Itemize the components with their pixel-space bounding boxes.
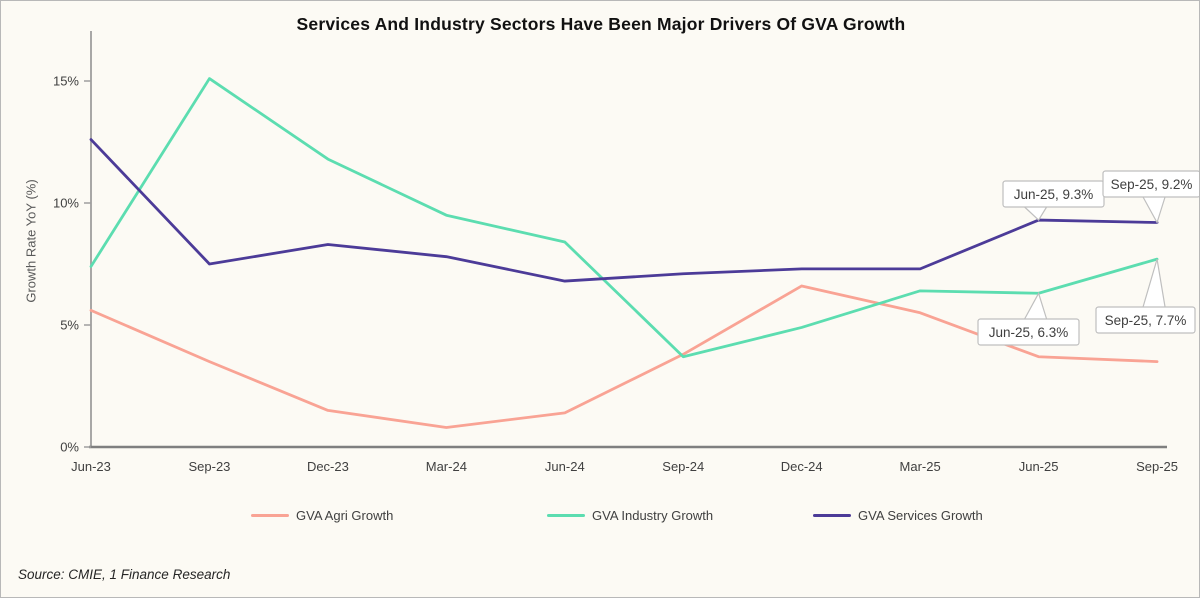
y-tick-label: 0% <box>60 440 79 455</box>
chart-title: Services And Industry Sectors Have Been … <box>296 14 906 34</box>
x-axis-label: Jun-25 <box>1019 459 1059 474</box>
x-axis-label: Mar-25 <box>900 459 941 474</box>
legend-label-agri: GVA Agri Growth <box>296 508 394 523</box>
annotation-label: Jun-25, 6.3% <box>989 325 1069 340</box>
legend-swatch-agri <box>251 514 289 517</box>
series-line-gva-industry-growth <box>89 77 1159 359</box>
legend-item-industry: GVA Industry Growth <box>547 508 713 523</box>
annotation-box <box>1095 306 1196 334</box>
x-axis-label: Dec-23 <box>307 459 349 474</box>
annotation-leader <box>1024 206 1048 222</box>
legend-item-services: GVA Services Growth <box>813 508 983 523</box>
x-axis-label: Dec-24 <box>781 459 823 474</box>
x-axis-label: Jun-24 <box>545 459 585 474</box>
y-tick-label: 15% <box>53 74 79 89</box>
annotation-leader <box>1142 258 1166 308</box>
annotation-callout: Sep-25, 9.2% <box>1102 170 1199 225</box>
series-line-gva-services-growth <box>89 138 1159 283</box>
annotation-box <box>977 318 1080 346</box>
y-tick-label: 5% <box>60 318 79 333</box>
legend-swatch-industry <box>547 514 585 517</box>
legend-item-agri: GVA Agri Growth <box>251 508 393 523</box>
annotation-callout: Jun-25, 9.3% <box>1002 180 1105 222</box>
x-axis-label: Jun-23 <box>71 459 111 474</box>
x-axis-label: Sep-25 <box>1136 459 1178 474</box>
legend-label-services: GVA Services Growth <box>858 508 983 523</box>
annotation-label: Sep-25, 9.2% <box>1111 177 1193 192</box>
source-note: Source: CMIE, 1 Finance Research <box>18 567 231 582</box>
annotation-leader <box>1024 291 1048 320</box>
x-axis-label: Sep-23 <box>188 459 230 474</box>
series-line-gva-agri-growth <box>89 284 1159 429</box>
annotation-leader <box>1142 196 1166 225</box>
legend-label-industry: GVA Industry Growth <box>592 508 714 523</box>
annotation-box <box>1102 170 1199 198</box>
annotation-label: Jun-25, 9.3% <box>1014 187 1094 202</box>
y-tick-label: 10% <box>53 196 79 211</box>
annotation-label: Sep-25, 7.7% <box>1105 313 1187 328</box>
annotation-callout: Jun-25, 6.3% <box>977 291 1080 346</box>
x-axis-label: Sep-24 <box>662 459 704 474</box>
annotation-callout: Sep-25, 7.7% <box>1095 258 1196 334</box>
x-axis-label: Mar-24 <box>426 459 467 474</box>
legend-swatch-services <box>813 514 851 517</box>
